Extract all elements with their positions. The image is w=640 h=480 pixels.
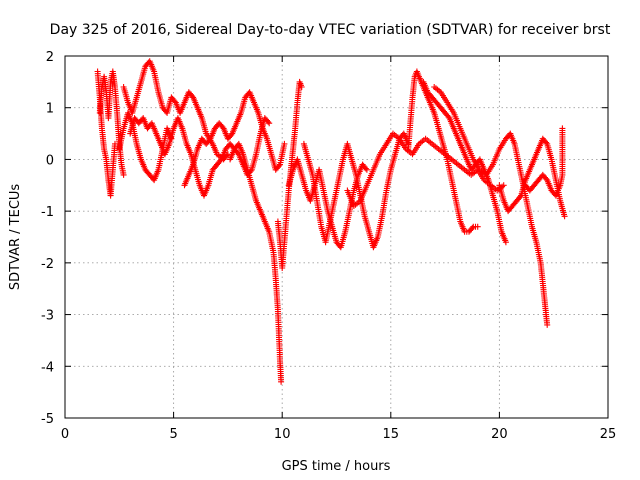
x-tick-label: 20 bbox=[491, 427, 508, 442]
chart-title: Day 325 of 2016, Sidereal Day-to-day VTE… bbox=[50, 22, 611, 38]
data-point bbox=[517, 193, 523, 200]
x-tick-label: 10 bbox=[274, 427, 291, 442]
y-tick-label: -1 bbox=[41, 205, 54, 220]
y-tick-label: -4 bbox=[41, 360, 54, 375]
x-tick-labels: 0 5 10 15 20 25 bbox=[61, 427, 616, 442]
x-tick-label: 15 bbox=[383, 427, 400, 442]
data-point bbox=[278, 378, 285, 385]
axis-ticks bbox=[64, 55, 609, 419]
grid-lines bbox=[65, 56, 608, 418]
y-tick-label: -3 bbox=[41, 309, 54, 324]
data-point bbox=[502, 239, 509, 246]
data-point bbox=[474, 223, 481, 230]
y-axis-label: SDTVAR / TECUs bbox=[8, 184, 23, 291]
data-point bbox=[543, 139, 550, 146]
x-tick-label: 0 bbox=[61, 427, 69, 442]
plot-frame bbox=[64, 55, 609, 419]
y-tick-label: -5 bbox=[41, 412, 54, 427]
y-tick-label: -2 bbox=[41, 257, 54, 272]
data-points bbox=[94, 58, 568, 385]
data-point bbox=[120, 171, 127, 178]
y-tick-label: 1 bbox=[46, 102, 54, 117]
y-tick-label: 2 bbox=[46, 50, 54, 65]
data-point bbox=[298, 84, 305, 90]
x-tick-label: 25 bbox=[600, 427, 617, 442]
data-point bbox=[228, 131, 235, 138]
data-point bbox=[469, 224, 476, 231]
x-tick-label: 5 bbox=[169, 427, 177, 442]
data-point bbox=[275, 162, 282, 169]
data-point bbox=[363, 166, 370, 173]
y-tick-labels: -5 -4 -3 -2 -1 0 1 2 bbox=[41, 50, 54, 427]
x-axis-label: GPS time / hours bbox=[282, 459, 391, 474]
y-tick-label: 0 bbox=[46, 153, 54, 168]
data-point bbox=[544, 321, 551, 328]
data-point bbox=[266, 120, 273, 127]
data-point bbox=[265, 118, 272, 125]
data-point bbox=[561, 213, 568, 220]
data-point bbox=[281, 140, 288, 147]
data-point bbox=[559, 125, 566, 132]
data-point bbox=[362, 165, 369, 172]
